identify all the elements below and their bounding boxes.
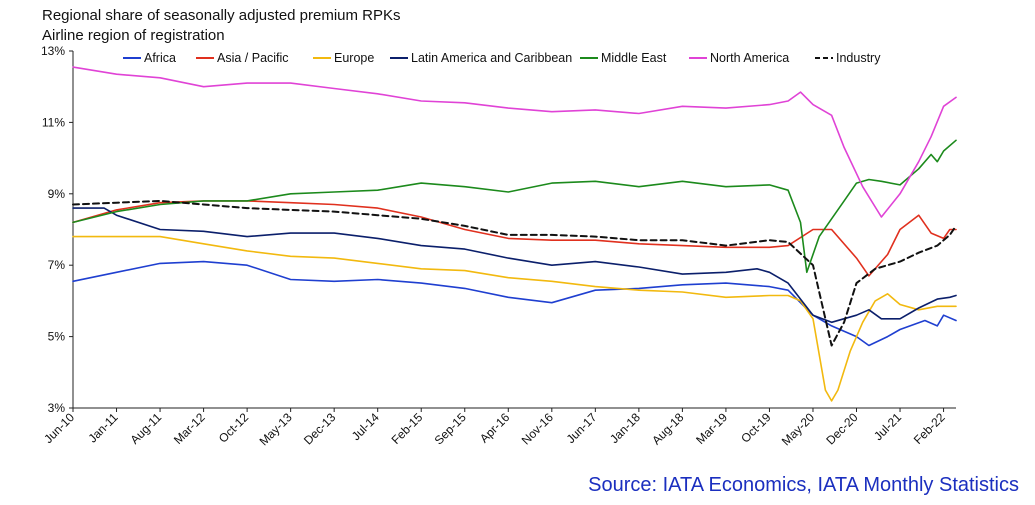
- chart-subtitle: Airline region of registration: [42, 27, 225, 44]
- legend-label: Europe: [334, 51, 374, 65]
- x-tick-label: Jun-17: [564, 410, 600, 446]
- x-tick-label: Mar-19: [693, 410, 730, 447]
- y-tick-label: 3%: [48, 401, 66, 415]
- series-line-africa: [72, 260, 957, 347]
- x-tick-label: Jan-18: [607, 410, 643, 446]
- x-tick-label: Aug-11: [128, 410, 165, 447]
- x-tick-label: Sep-15: [432, 410, 469, 447]
- x-tick-label: Jul-14: [349, 410, 382, 443]
- series-line-middle-east: [72, 139, 957, 274]
- x-tick-label: May-13: [257, 410, 295, 448]
- y-tick-label: 7%: [48, 258, 66, 272]
- x-tick-label: May-20: [779, 410, 817, 448]
- series-line-industry: [72, 199, 957, 347]
- legend-label: Middle East: [601, 51, 667, 65]
- series-line-north-america: [72, 66, 957, 218]
- y-tick-label: 9%: [48, 187, 66, 201]
- y-tick-label: 13%: [41, 44, 65, 58]
- legend-label: Asia / Pacific: [217, 51, 289, 65]
- chart-title: Regional share of seasonally adjusted pr…: [42, 7, 401, 24]
- x-tick-label: Dec-20: [823, 410, 860, 447]
- x-tick-label: Jan-11: [85, 410, 120, 445]
- x-tick-label: Dec-13: [301, 410, 338, 447]
- x-tick-label: Oct-19: [738, 410, 774, 446]
- legend-label: Latin America and Caribbean: [411, 51, 572, 65]
- series-line-europe: [72, 235, 957, 402]
- source-note: Source: IATA Economics, IATA Monthly Sta…: [588, 474, 1019, 496]
- x-tick-label: Oct-12: [216, 410, 252, 446]
- x-tick-label: Mar-12: [171, 410, 208, 447]
- x-tick-label: Nov-16: [519, 410, 556, 447]
- series-line-latin-america-and-caribbean: [72, 207, 957, 324]
- legend-label: North America: [710, 51, 789, 65]
- x-tick-label: Feb-22: [911, 410, 948, 447]
- y-tick-label: 5%: [48, 330, 66, 344]
- legend-label: Industry: [836, 51, 881, 65]
- x-tick-label: Aug-18: [649, 410, 686, 447]
- series-line-asia-pacific: [72, 200, 957, 277]
- x-tick-label: Jul-21: [871, 410, 904, 443]
- x-tick-label: Feb-15: [389, 410, 426, 447]
- y-tick-label: 11%: [42, 115, 65, 129]
- x-tick-label: Jun-10: [41, 410, 77, 446]
- x-tick-label: Apr-16: [477, 410, 513, 446]
- legend-label: Africa: [144, 51, 176, 65]
